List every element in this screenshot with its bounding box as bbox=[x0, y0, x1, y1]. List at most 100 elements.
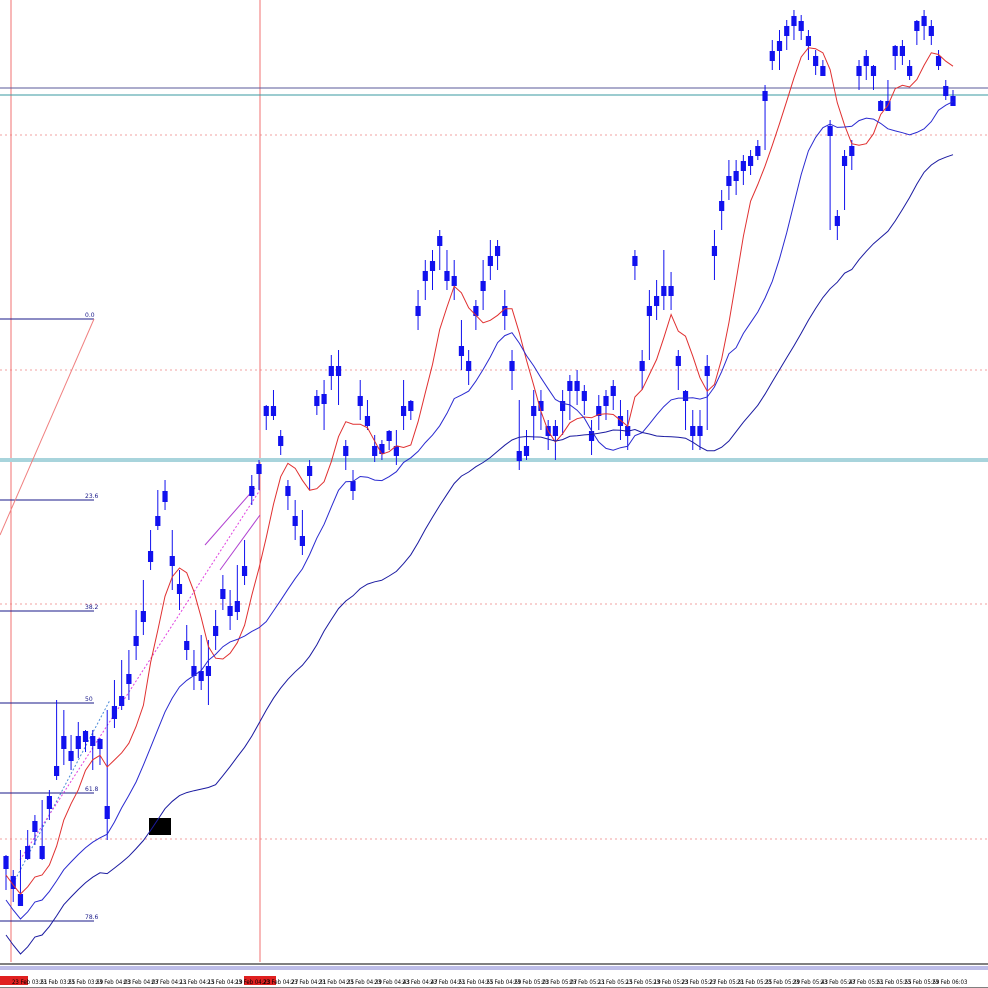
x-tick-label: 23 Feb 05:11 bbox=[570, 979, 605, 986]
x-tick-label: 23 Feb 05:31 bbox=[709, 979, 744, 986]
x-tick-label: 23 Feb 04:07 bbox=[124, 979, 159, 986]
candle-body bbox=[126, 674, 132, 684]
candle-body bbox=[769, 51, 775, 61]
x-tick-label: 23 Feb 04:43 bbox=[374, 979, 409, 986]
x-axis-highlight-cursor bbox=[244, 976, 276, 985]
x-tick-label: 23 Feb 04:55 bbox=[458, 979, 493, 986]
annotation-arrow bbox=[204, 487, 256, 546]
candle-body bbox=[400, 406, 407, 416]
candle-body bbox=[567, 381, 573, 391]
moving-average-slow bbox=[5, 154, 954, 955]
candle-body bbox=[147, 551, 154, 562]
candle-body bbox=[97, 739, 103, 749]
candle-body bbox=[184, 641, 190, 650]
candle-body bbox=[458, 346, 465, 356]
marker-box bbox=[149, 818, 171, 835]
x-tick-label: 23 Feb 05:55 bbox=[876, 979, 911, 986]
x-tick-label: 23 Feb 04:27 bbox=[263, 979, 298, 986]
fib-level-label: 0.0 bbox=[85, 312, 95, 319]
candle-body bbox=[321, 394, 327, 404]
candle-body bbox=[480, 281, 486, 291]
candle-body bbox=[408, 401, 414, 411]
candle-body bbox=[574, 381, 580, 391]
candle-body bbox=[415, 306, 421, 316]
x-tick-label: 23 Feb 04:59 bbox=[486, 979, 522, 986]
candle-body bbox=[697, 426, 703, 436]
candle-body bbox=[711, 246, 718, 256]
candle-body bbox=[393, 446, 399, 456]
candle-body bbox=[54, 766, 60, 776]
candle-body bbox=[299, 536, 305, 546]
candle-body bbox=[776, 41, 783, 51]
moving-average-fast bbox=[5, 47, 954, 895]
candle-body bbox=[596, 406, 602, 416]
candle-body bbox=[610, 386, 616, 396]
candle-body bbox=[75, 736, 81, 749]
candle-body bbox=[46, 796, 52, 809]
candle-body bbox=[328, 366, 334, 376]
x-tick-label: 23 Feb 03:51 bbox=[12, 979, 47, 986]
candle-body bbox=[935, 56, 942, 66]
candle-body bbox=[509, 361, 515, 371]
candle-body bbox=[747, 156, 754, 166]
moving-average-mid bbox=[5, 101, 954, 920]
candle-body bbox=[494, 246, 501, 256]
candle-body bbox=[278, 436, 284, 446]
candle-body bbox=[198, 671, 204, 681]
annotation-arrow bbox=[219, 514, 261, 571]
candle-body bbox=[249, 486, 255, 496]
x-tick-label: 23 Feb 05:15 bbox=[597, 979, 632, 986]
candle-body bbox=[39, 846, 45, 859]
candle-body bbox=[25, 846, 31, 859]
x-tick-label: 23 Feb 04:47 bbox=[402, 979, 437, 986]
candle-body bbox=[32, 821, 38, 832]
candle-body bbox=[422, 271, 428, 281]
candle-body bbox=[617, 416, 624, 426]
annotation-dotted-line bbox=[19, 489, 261, 861]
candle-body bbox=[560, 401, 566, 411]
x-tick-label: 23 Feb 05:35 bbox=[737, 979, 772, 986]
candle-body bbox=[690, 426, 696, 436]
candle-body bbox=[878, 101, 884, 111]
candle-body bbox=[762, 91, 768, 101]
x-tick-label: 23 Feb 05:51 bbox=[848, 979, 883, 986]
candle-body bbox=[668, 286, 674, 296]
candle-body bbox=[950, 96, 956, 106]
candle-body bbox=[169, 556, 175, 566]
candle-body bbox=[155, 516, 161, 526]
x-tick-label: 23 Feb 05:59 bbox=[904, 979, 940, 986]
candle-body bbox=[791, 16, 797, 26]
candle-body bbox=[892, 46, 898, 56]
candle-body bbox=[899, 46, 905, 56]
candle-body bbox=[444, 271, 450, 281]
x-tick-label: 23 Feb 04:39 bbox=[347, 979, 383, 986]
candle-body bbox=[943, 86, 949, 96]
candle-body bbox=[755, 146, 761, 156]
candle-body bbox=[523, 446, 530, 456]
candle-body bbox=[205, 666, 212, 676]
candle-body bbox=[827, 126, 833, 136]
candle-body bbox=[372, 446, 378, 456]
candle-body bbox=[581, 391, 587, 401]
candle-body bbox=[552, 426, 559, 436]
x-tick-label: 23 Feb 05:19 bbox=[625, 979, 661, 986]
candle-body bbox=[907, 66, 913, 76]
candle-body bbox=[784, 26, 790, 36]
candle-body bbox=[849, 146, 855, 156]
fib-level-label: 78.6 bbox=[85, 914, 99, 921]
x-tick-label: 23 Feb 04:51 bbox=[430, 979, 465, 986]
candle-body bbox=[834, 216, 840, 226]
candle-body bbox=[379, 444, 385, 454]
fib-trend-line bbox=[0, 318, 95, 536]
candle-body bbox=[487, 256, 493, 266]
candle-body bbox=[133, 636, 139, 646]
candle-body bbox=[437, 236, 443, 246]
candle-body bbox=[10, 876, 16, 889]
x-tick-label: 23 Feb 05:27 bbox=[681, 979, 716, 986]
candle-body bbox=[466, 361, 472, 371]
candle-body bbox=[90, 736, 96, 746]
candle-body bbox=[661, 286, 667, 296]
candle-body bbox=[820, 66, 826, 76]
candle-body bbox=[531, 406, 537, 416]
